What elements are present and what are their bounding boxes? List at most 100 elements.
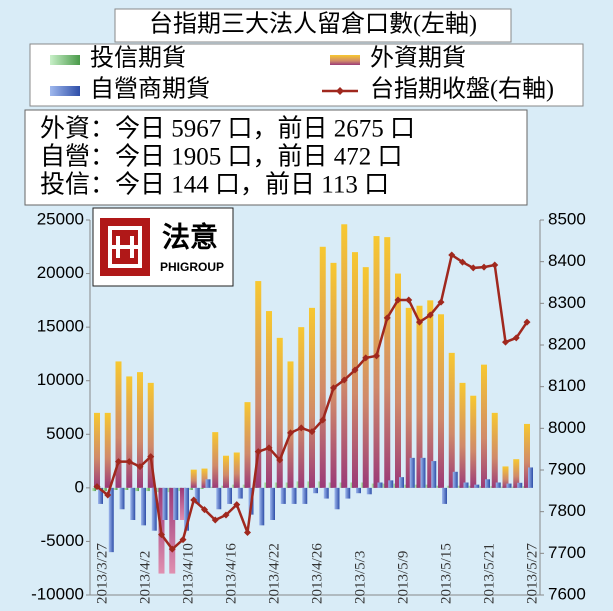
close-marker	[437, 298, 445, 306]
close-marker	[287, 429, 294, 437]
bar	[388, 480, 394, 488]
bar	[266, 311, 272, 488]
bar	[291, 487, 297, 504]
bar	[513, 459, 520, 488]
close-marker	[448, 251, 456, 259]
bar	[162, 487, 168, 520]
close-marker	[125, 458, 133, 466]
close-marker	[512, 334, 520, 342]
close-marker	[297, 424, 305, 432]
bar	[341, 224, 348, 488]
x-tick-label: 2013/4/10	[180, 543, 196, 604]
legend-label: 投信期貨	[90, 45, 186, 72]
bar	[237, 487, 243, 499]
x-tick-label: 2013/3/27	[94, 543, 110, 604]
bar	[124, 487, 129, 490]
x-tick-label: 2013/5/15	[438, 543, 454, 604]
x-tick-label: 2013/5/27	[524, 543, 540, 604]
x-tick-label: 2013/5/3	[352, 551, 368, 604]
bar	[459, 382, 466, 488]
close-marker	[480, 263, 488, 271]
close-marker	[502, 338, 509, 346]
close-marker	[383, 314, 391, 322]
bar	[113, 487, 118, 490]
close-marker	[158, 531, 165, 539]
bar	[205, 479, 211, 488]
bar	[212, 432, 219, 488]
y2-tick-label: 7700	[548, 543, 586, 562]
bar	[481, 364, 487, 488]
bar	[334, 487, 340, 510]
close-marker	[244, 529, 251, 536]
y-tick-label: 10000	[37, 370, 84, 389]
x-tick-label: 2013/5/21	[481, 543, 497, 604]
legend-swatch	[50, 55, 80, 65]
close-marker	[104, 491, 112, 499]
bar	[528, 467, 533, 488]
bar	[135, 487, 139, 492]
close-marker	[373, 352, 380, 360]
bar	[319, 246, 326, 488]
legend-label: 外資期貨	[370, 45, 466, 72]
logo: 法意 PHIGROUP	[92, 207, 234, 287]
close-marker	[491, 261, 499, 269]
close-marker	[201, 506, 208, 514]
annotation: 自營：今日 1905 口，前日 472 口	[40, 143, 403, 171]
close-marker	[211, 516, 219, 524]
bar	[502, 466, 509, 488]
bar	[377, 482, 383, 488]
bar	[309, 307, 315, 488]
bar	[416, 305, 423, 488]
bar	[524, 423, 530, 488]
close-marker	[190, 496, 198, 504]
y-tick-label: 25000	[37, 209, 84, 228]
bar	[362, 267, 369, 488]
bar	[108, 487, 114, 553]
annotation-box	[24, 109, 528, 206]
close-marker	[351, 366, 359, 374]
bar	[506, 483, 512, 488]
bar	[313, 487, 318, 494]
y2-tick-label: 7900	[548, 459, 586, 478]
bar	[104, 412, 111, 488]
logo-name: 法意	[162, 220, 218, 253]
y2-tick-label: 8300	[548, 293, 586, 312]
bar	[102, 487, 107, 492]
legend-label: 自營商期貨	[90, 76, 210, 103]
bar	[223, 455, 229, 488]
bar	[298, 327, 305, 488]
y-tick-label: 0	[75, 477, 84, 496]
bar	[431, 461, 437, 488]
bar	[151, 487, 157, 531]
bar	[169, 487, 176, 574]
bar	[448, 352, 455, 488]
bar	[485, 479, 490, 488]
x-tick-label: 2013/4/26	[309, 543, 325, 604]
close-marker	[426, 311, 434, 319]
close-marker	[265, 444, 273, 452]
legend-swatch	[330, 55, 360, 65]
bar	[227, 487, 232, 504]
close-marker	[93, 483, 101, 491]
bar	[201, 468, 208, 488]
y-tick-label: 5000	[46, 424, 84, 443]
close-marker	[394, 296, 402, 304]
y-tick-label: 15000	[37, 317, 84, 336]
bar	[302, 487, 308, 504]
annotation: 投信：今日 144 口，前日 113 口	[40, 171, 389, 199]
bar	[190, 469, 197, 488]
close-marker	[147, 453, 155, 461]
bar	[491, 412, 498, 488]
bar	[126, 376, 133, 488]
bar	[280, 487, 286, 504]
bar	[276, 337, 283, 488]
bar	[323, 487, 329, 499]
close-marker	[340, 376, 348, 384]
bar	[184, 487, 189, 531]
y2-tick-label: 8200	[548, 334, 586, 353]
close-marker	[179, 536, 187, 544]
x-tick-label: 2013/4/22	[266, 543, 282, 604]
bar	[194, 487, 200, 504]
annotation: 外資：今日 5967 口，前日 2675 口	[40, 115, 415, 143]
